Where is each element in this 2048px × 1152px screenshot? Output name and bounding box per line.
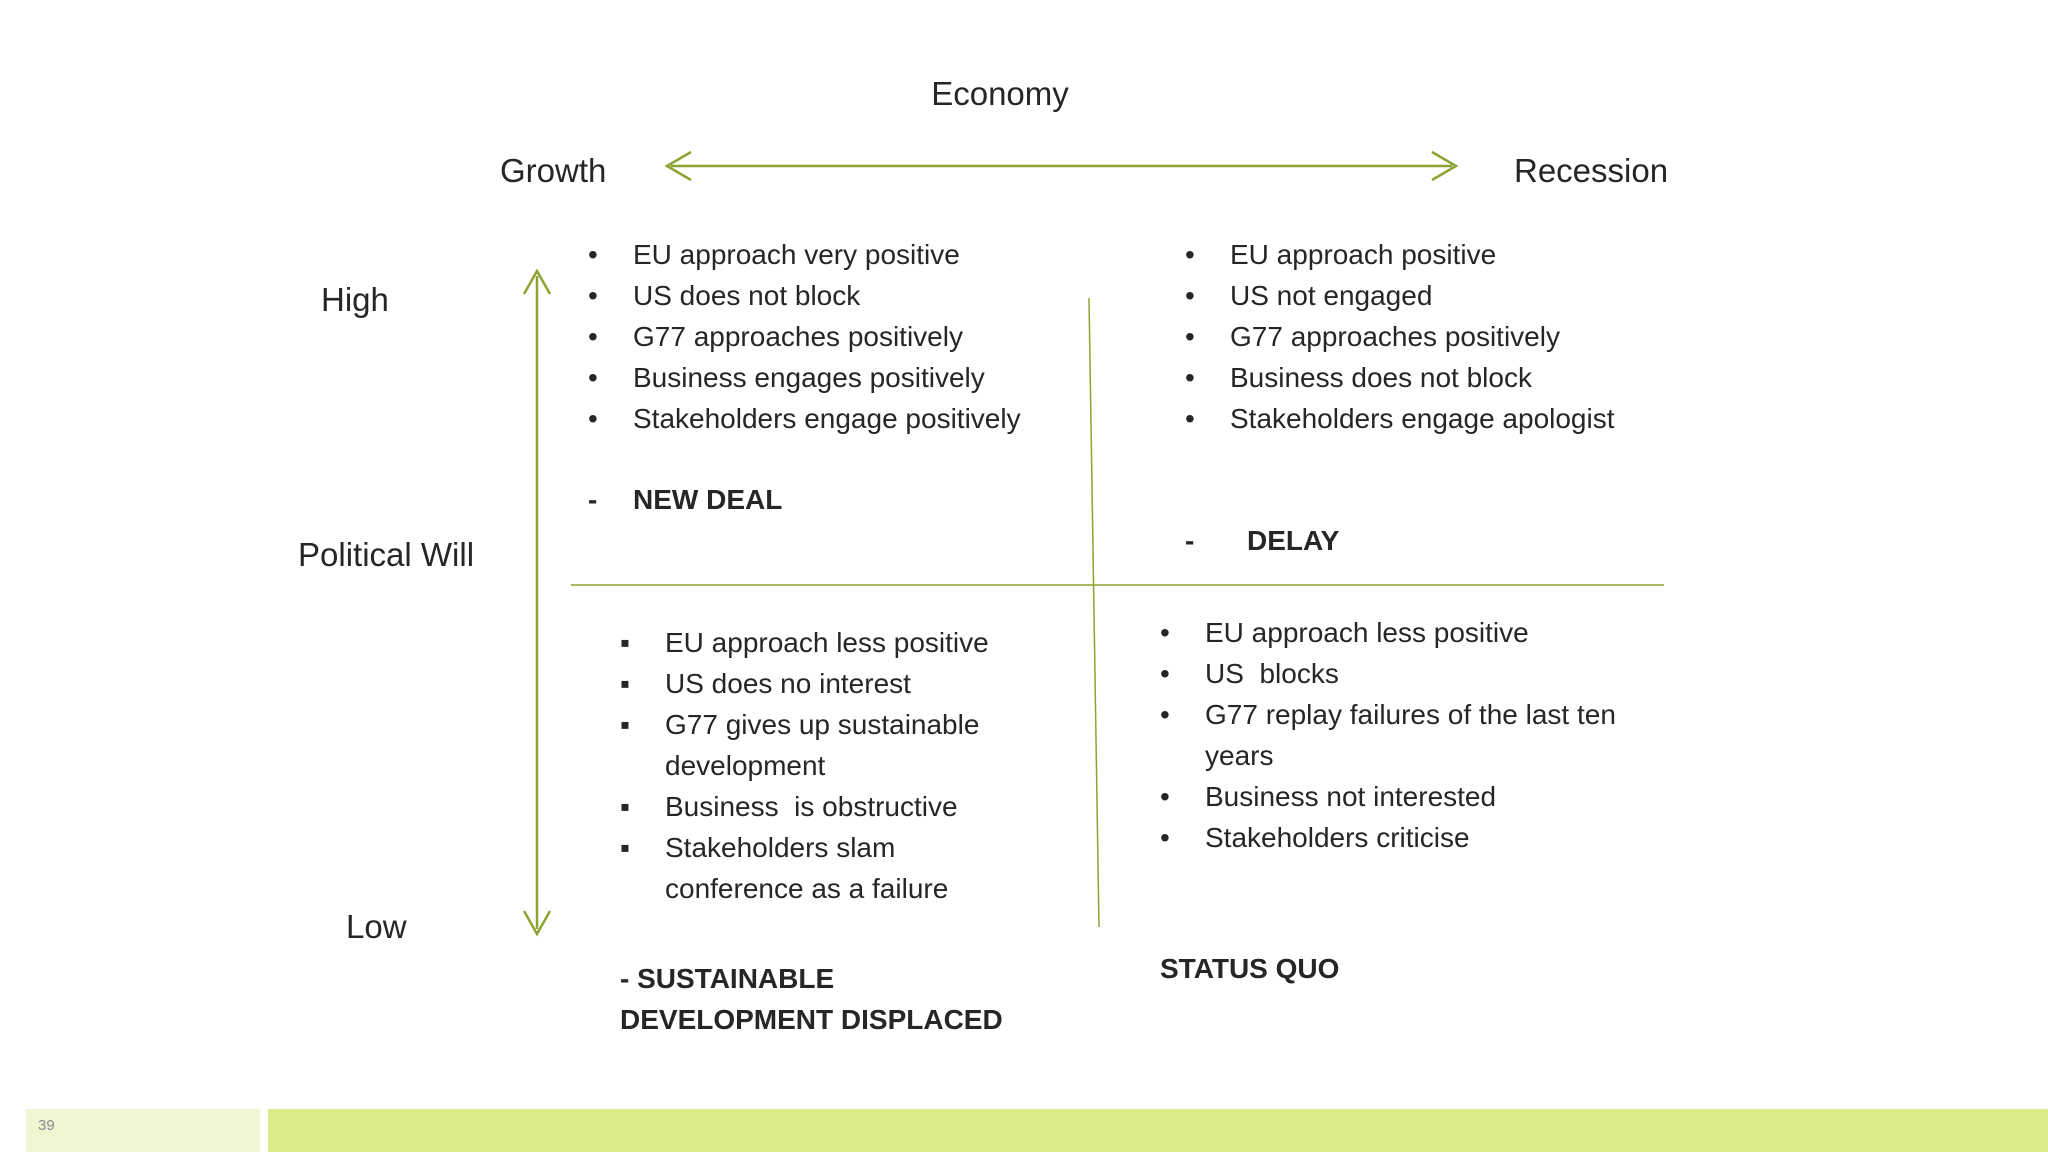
bullet-text: EU approach less positive [1205,617,1529,648]
quadrant-divider-vertical [1088,297,1100,928]
quadrant-bullet-list: • EU approach positive • US not engaged • G77… [1185,234,1660,439]
round-bullet-icon: • [1160,617,1170,648]
round-bullet-icon: • [588,403,598,434]
y-axis-arrow [522,268,552,937]
dash-bullet: - [1185,525,1195,556]
bullet-text: EU approach less positive [665,627,989,658]
round-bullet-icon: • [588,280,598,311]
bullet-text: G77 replay failures of the last ten year… [1205,699,1624,771]
list-item: • Stakeholders engage apologist [1185,398,1660,439]
round-bullet-icon: • [1185,280,1195,311]
footer-page-number-block: 39 [26,1109,260,1152]
round-bullet-icon: • [1185,239,1195,270]
list-item: • Business not interested [1160,776,1650,817]
square-bullet-icon: ▪ [620,832,630,863]
list-item: • Stakeholders criticise [1160,817,1650,858]
bullet-text: G77 approaches positively [1230,321,1560,352]
round-bullet-icon: • [588,321,598,352]
bullet-text: Stakeholders slam conference as a failur… [665,832,949,904]
square-bullet-icon: ▪ [620,709,630,740]
list-item: • US not engaged [1185,275,1660,316]
quadrant-outcome-text: DELAY [1247,525,1340,556]
bullet-text: G77 approaches positively [633,321,963,352]
list-item: ▪ US does no interest [620,663,1025,704]
y-axis-title: Political Will [298,536,475,573]
quadrant-outcome-label: - SUSTAINABLE DEVELOPMENT DISPLACED [620,963,1003,1035]
quadrant-outcome-label: - NEW DEAL [588,479,1033,520]
x-axis-title: Economy [931,75,1069,112]
quadrant-bullet-list: • EU approach less positive • US blocks • G77… [1160,612,1650,858]
quadrant-bullet-list: • EU approach very positive • US does not b… [588,234,1033,439]
bullet-text: Stakeholders engage apologist [1230,403,1615,434]
bullet-text: Business not interested [1205,781,1497,812]
x-axis-arrow [664,150,1459,182]
bullet-text: Business engages positively [633,362,985,393]
list-item: • G77 approaches positively [1185,316,1660,357]
quadrant-outcome-label: STATUS QUO [1160,953,1340,984]
list-item: • US does not block [588,275,1033,316]
quadrant-recession-high: • EU approach positive • US not engaged • G77… [1185,234,1660,561]
round-bullet-icon: • [1160,822,1170,853]
round-bullet-icon: • [1160,699,1170,730]
quadrant-recession-low: • EU approach less positive • US blocks • G77… [1160,612,1650,989]
quadrant-bullet-list: ▪ EU approach less positive ▪ US does no in… [620,622,1025,909]
round-bullet-icon: • [1185,403,1195,434]
bullet-text: US not engaged [1230,280,1433,311]
dash-bullet: - [588,484,598,515]
y-axis-top-label: High [321,281,389,318]
bullet-text: EU approach positive [1230,239,1497,270]
list-item: • Business engages positively [588,357,1033,398]
list-item: ▪ Stakeholders slam conference as a failu… [620,827,1025,909]
bullet-text: US does no interest [665,668,911,699]
list-item: • G77 replay failures of the last ten yea… [1160,694,1650,776]
round-bullet-icon: • [1185,362,1195,393]
round-bullet-icon: • [1160,781,1170,812]
list-item: ▪ Business is obstructive [620,786,1025,827]
list-item: • Stakeholders engage positively [588,398,1033,439]
quadrant-growth-high: • EU approach very positive • US does not b… [588,234,1033,520]
x-axis-left-label: Growth [500,152,607,189]
square-bullet-icon: ▪ [620,791,630,822]
bullet-text: Business does not block [1230,362,1532,393]
list-item: • EU approach less positive [1160,612,1650,653]
y-axis-bottom-label: Low [346,908,407,945]
bullet-text: G77 gives up sustainable development [665,709,988,781]
bullet-text: Stakeholders criticise [1205,822,1470,853]
x-axis-right-label: Recession [1514,152,1669,189]
round-bullet-icon: • [588,239,598,270]
list-item: • US blocks [1160,653,1650,694]
quadrant-outcome-label: - DELAY [1185,520,1660,561]
round-bullet-icon: • [1185,321,1195,352]
page-number: 39 [38,1117,55,1134]
list-item: • G77 approaches positively [588,316,1033,357]
list-item: ▪ EU approach less positive [620,622,1025,663]
square-bullet-icon: ▪ [620,668,630,699]
list-item: • EU approach very positive [588,234,1033,275]
quadrant-outcome-text: NEW DEAL [633,484,783,515]
footer-accent-bar [268,1109,2048,1152]
list-item: • Business does not block [1185,357,1660,398]
quadrant-growth-low: ▪ EU approach less positive ▪ US does no in… [620,622,1025,1040]
round-bullet-icon: • [1160,658,1170,689]
bullet-text: US blocks [1205,658,1339,689]
square-bullet-icon: ▪ [620,627,630,658]
bullet-text: US does not block [633,280,861,311]
round-bullet-icon: • [588,362,598,393]
bullet-text: Business is obstructive [665,791,958,822]
list-item: ▪ G77 gives up sustainable development [620,704,1025,786]
bullet-text: Stakeholders engage positively [633,403,1021,434]
bullet-text: EU approach very positive [633,239,960,270]
list-item: • EU approach positive [1185,234,1660,275]
